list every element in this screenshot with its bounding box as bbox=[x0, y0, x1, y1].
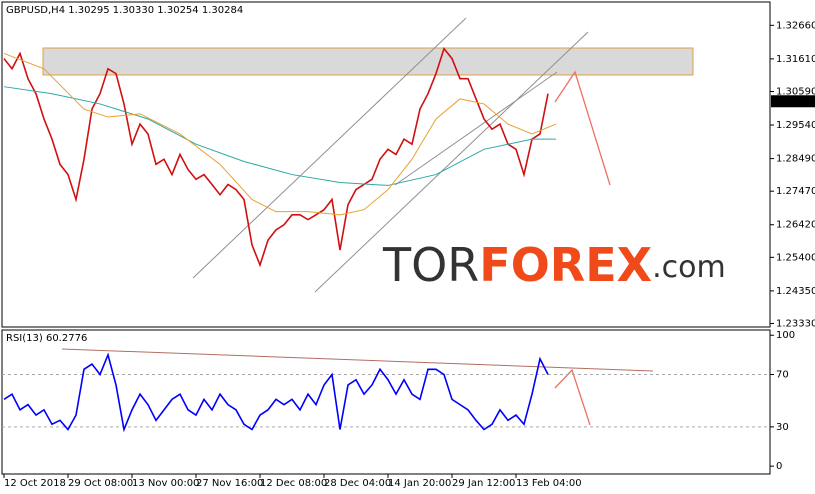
y-tick-label: 70 bbox=[776, 370, 789, 381]
y-tick-label: 1.29540 bbox=[776, 120, 815, 131]
watermark-part: FOREX bbox=[479, 238, 652, 292]
x-tick-label: 13 Nov 00:00 bbox=[132, 478, 199, 489]
y-tick-label: 1.24350 bbox=[776, 286, 815, 297]
y-tick-label: 1.30590 bbox=[776, 86, 815, 97]
y-tick-label: 100 bbox=[776, 330, 795, 341]
x-tick-label: 29 Jan 12:00 bbox=[452, 478, 515, 489]
x-tick-label: 29 Oct 08:00 bbox=[68, 478, 133, 489]
watermark-part: .com bbox=[652, 250, 726, 285]
y-tick-label: 1.27470 bbox=[776, 186, 815, 197]
y-tick-label: 1.23330 bbox=[776, 318, 815, 329]
x-tick-label: 14 Jan 20:00 bbox=[388, 478, 451, 489]
x-tick-label: 13 Feb 04:00 bbox=[516, 478, 582, 489]
rsi-panel bbox=[1, 329, 771, 475]
series-line bbox=[3, 47, 549, 268]
x-tick-label: 27 Nov 16:00 bbox=[196, 478, 263, 489]
x-tick-label: 12 Dec 08:00 bbox=[260, 478, 327, 489]
x-tick-label: 28 Dec 04:00 bbox=[324, 478, 391, 489]
last-price-label: 1.30284 bbox=[774, 96, 815, 107]
channel-line bbox=[314, 31, 589, 293]
series-line bbox=[3, 52, 557, 216]
y-tick-label: 1.31610 bbox=[776, 54, 815, 65]
series-line bbox=[3, 352, 549, 433]
resistance-zone bbox=[42, 47, 694, 76]
price-panel bbox=[1, 1, 771, 328]
chart-title: GBPUSD,H4 1.30295 1.30330 1.30254 1.3028… bbox=[6, 5, 243, 16]
y-tick-label: 1.26420 bbox=[776, 220, 815, 231]
channel-line bbox=[192, 17, 467, 279]
y-tick-label: 1.28490 bbox=[776, 154, 815, 165]
y-tick-label: 1.32660 bbox=[776, 20, 815, 31]
series-line bbox=[3, 86, 556, 186]
last-price-box bbox=[771, 95, 815, 108]
y-tick-label: 1.25400 bbox=[776, 252, 815, 263]
y-tick-label: 30 bbox=[776, 422, 789, 433]
forecast-arrow bbox=[554, 368, 591, 426]
rsi-title: RSI(13) 60.2776 bbox=[6, 333, 87, 344]
x-tick-label: 12 Oct 2018 bbox=[4, 478, 66, 489]
channel-line bbox=[394, 71, 558, 186]
y-tick-label: 0 bbox=[776, 461, 782, 472]
watermark-part: TOR bbox=[382, 238, 479, 292]
watermark: TORFOREX.com bbox=[382, 238, 726, 292]
forecast-arrow bbox=[554, 70, 611, 186]
rsi-trendline bbox=[61, 348, 654, 372]
